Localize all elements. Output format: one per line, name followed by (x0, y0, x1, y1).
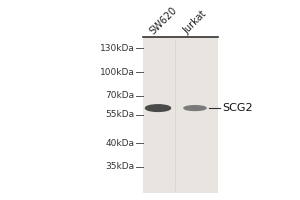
Text: 130kDa: 130kDa (100, 44, 134, 53)
Ellipse shape (146, 105, 170, 111)
Ellipse shape (184, 106, 206, 110)
Text: Jurkat: Jurkat (181, 9, 208, 36)
Bar (143, 37, 218, 193)
Text: 100kDa: 100kDa (100, 68, 134, 77)
Text: 35kDa: 35kDa (105, 162, 134, 171)
Text: 70kDa: 70kDa (105, 91, 134, 100)
Text: 40kDa: 40kDa (106, 139, 134, 148)
Text: 55kDa: 55kDa (105, 110, 134, 119)
Text: SCG2: SCG2 (222, 103, 253, 113)
Text: SW620: SW620 (148, 5, 179, 36)
